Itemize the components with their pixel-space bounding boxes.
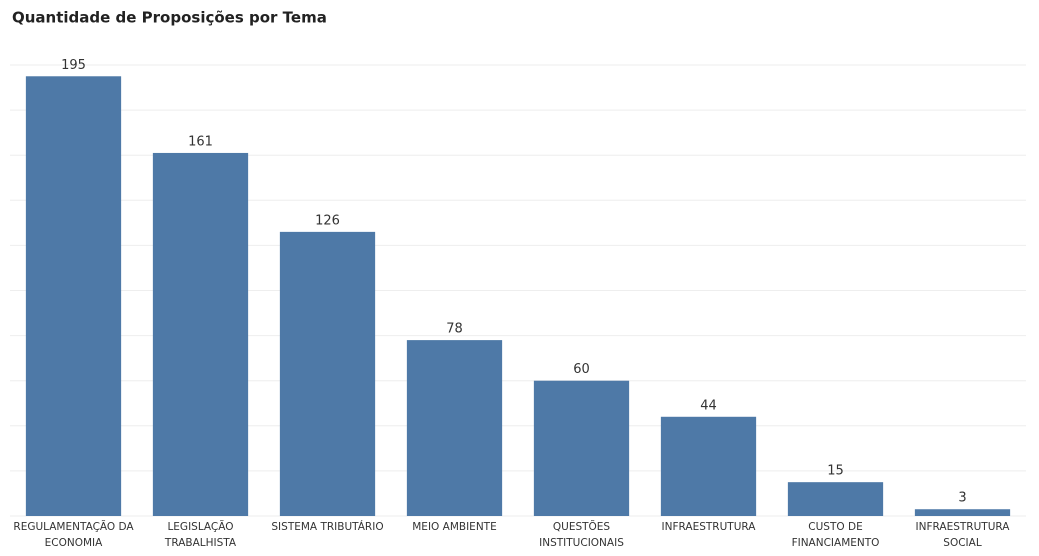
x-tick-label: REGULAMENTAÇÃO DA ECONOMIA [13,521,134,549]
value-label: 161 [188,134,213,149]
bar [533,380,630,516]
value-label: 15 [827,464,844,479]
x-tick-label: LEGISLAÇÃO TRABALHISTA [164,521,237,549]
value-label: 60 [573,362,590,377]
bar [279,231,376,516]
x-tick-label: INFRAESTRUTURA SOCIAL [915,521,1010,549]
value-label: 78 [446,322,463,337]
x-tick-label: MEIO AMBIENTE [412,521,497,533]
bar [152,152,249,516]
bar [787,482,884,516]
value-label: 3 [958,491,966,506]
value-label: 126 [315,213,340,228]
bar [914,509,1011,516]
x-tick-label: INFRAESTRUTURA [661,521,756,533]
x-tick-label: SISTEMA TRIBUTÁRIO [271,521,384,533]
bar [406,340,503,516]
x-tick-label: CUSTO DE FINANCIAMENTO [791,521,880,549]
value-label: 44 [700,398,717,413]
bar [25,76,122,517]
x-tick-label: QUESTÕES INSTITUCIONAIS [539,521,624,549]
value-label: 195 [61,58,86,73]
chart-title: Quantidade de Proposições por Tema [12,9,327,27]
bar [660,416,757,516]
